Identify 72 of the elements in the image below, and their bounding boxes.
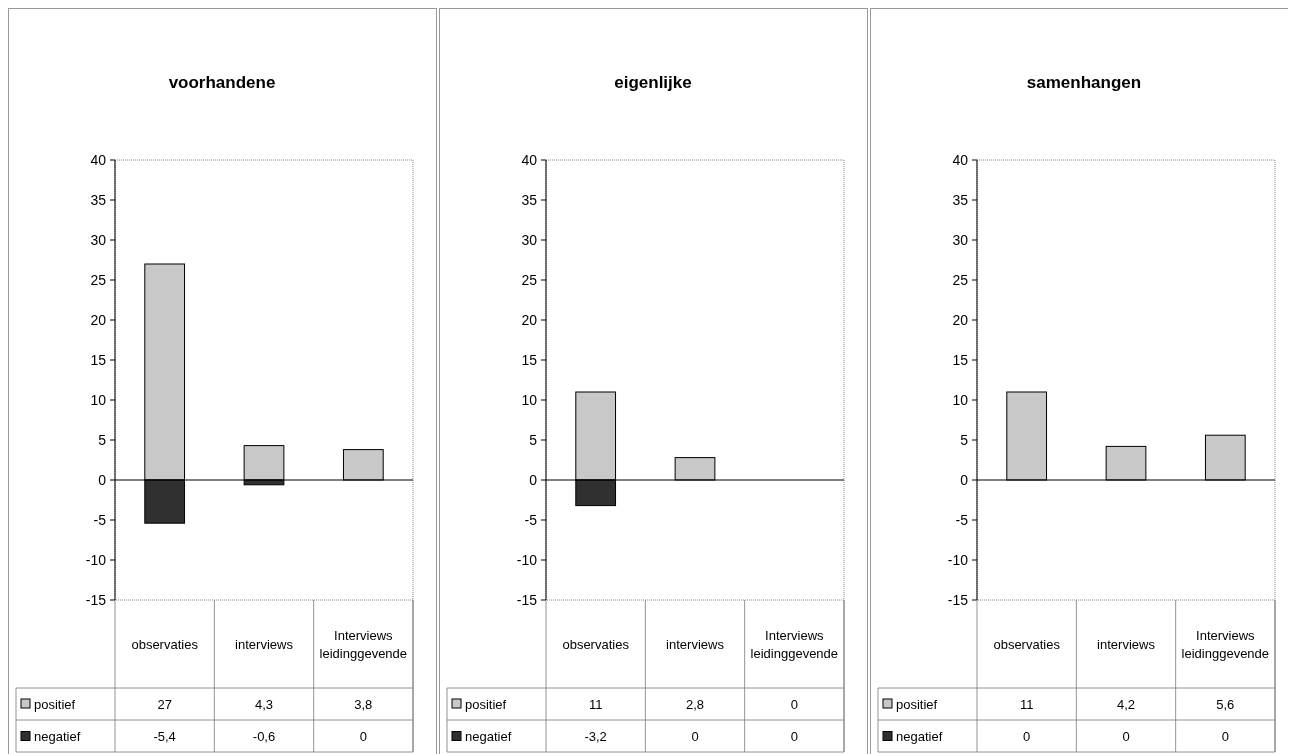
- y-tick-label: 35: [521, 191, 538, 208]
- x-tick-label: interviews: [666, 636, 725, 652]
- data-label: -5,4: [153, 729, 176, 745]
- y-tick-label: 35: [90, 191, 107, 208]
- chart-title: voorhandene: [168, 73, 276, 92]
- data-label: 0: [1221, 729, 1229, 745]
- x-tick-label: interviews: [235, 636, 294, 652]
- x-tick-label: observaties: [131, 636, 199, 652]
- y-tick-label: -15: [947, 591, 969, 608]
- y-tick-label: 30: [90, 231, 107, 248]
- y-tick-label: -5: [955, 511, 969, 528]
- y-tick-label: 30: [521, 231, 538, 248]
- data-label: -3,2: [584, 729, 607, 745]
- y-tick-label: 15: [90, 351, 107, 368]
- x-tick-label: Interviews leidinggevende: [750, 627, 839, 661]
- y-tick-label: -10: [516, 551, 538, 568]
- y-tick-label: -15: [85, 591, 107, 608]
- y-tick-label: 15: [952, 351, 969, 368]
- y-tick-label: 15: [521, 351, 538, 368]
- legend-label: negatief: [34, 729, 81, 745]
- data-label: -0,6: [252, 729, 276, 745]
- y-tick-label: 20: [90, 311, 107, 328]
- legend-label: negatief: [465, 729, 512, 745]
- data-label: 0: [790, 696, 798, 712]
- y-tick-label: 30: [952, 231, 969, 248]
- data-label: 2,8: [685, 696, 705, 712]
- y-tick-label: 0: [98, 471, 107, 488]
- data-label: 5,6: [1216, 696, 1235, 712]
- y-tick-label: 5: [98, 431, 107, 448]
- x-tick-label: interviews: [1097, 636, 1156, 652]
- x-tick-label: observaties: [562, 636, 630, 652]
- data-label: 3,8: [354, 696, 373, 712]
- y-tick-label: 20: [521, 311, 538, 328]
- y-tick-label: 25: [521, 271, 538, 288]
- y-tick-label: 0: [960, 471, 969, 488]
- legend-label: positief: [34, 696, 76, 712]
- data-label: 4,2: [1116, 696, 1136, 712]
- y-tick-label: 40: [952, 151, 969, 168]
- y-tick-label: 0: [529, 471, 538, 488]
- x-tick-label: Interviews leidinggevende: [319, 627, 408, 661]
- y-tick-label: 10: [90, 391, 107, 408]
- data-label: 4,3: [254, 696, 274, 712]
- data-label: 11: [1019, 696, 1034, 712]
- y-tick-label: 10: [521, 391, 538, 408]
- y-tick-label: 5: [960, 431, 969, 448]
- y-tick-label: -5: [524, 511, 538, 528]
- data-label: 0: [359, 729, 367, 745]
- data-label: 11: [588, 696, 603, 712]
- x-tick-label: observaties: [993, 636, 1061, 652]
- legend-label: negatief: [896, 729, 943, 745]
- data-label: 0: [790, 729, 798, 745]
- chart-title: samenhangen: [1026, 73, 1142, 92]
- y-tick-label: 25: [90, 271, 107, 288]
- data-label: 0: [1023, 729, 1031, 745]
- y-tick-label: 40: [90, 151, 107, 168]
- data-label: 0: [1122, 729, 1130, 745]
- y-tick-label: 25: [952, 271, 969, 288]
- y-tick-label: -10: [947, 551, 969, 568]
- y-tick-label: 20: [952, 311, 969, 328]
- data-label: 0: [691, 729, 699, 745]
- y-tick-label: 5: [529, 431, 538, 448]
- y-tick-label: -5: [93, 511, 107, 528]
- y-tick-label: 10: [952, 391, 969, 408]
- data-label: 27: [157, 696, 172, 712]
- y-tick-label: -10: [85, 551, 107, 568]
- y-tick-label: 40: [521, 151, 538, 168]
- legend-label: positief: [896, 696, 938, 712]
- chart-title: eigenlijke: [614, 73, 692, 92]
- y-tick-label: 35: [952, 191, 969, 208]
- legend-label: positief: [465, 696, 507, 712]
- x-tick-label: Interviews leidinggevende: [1181, 627, 1270, 661]
- y-tick-label: -15: [516, 591, 538, 608]
